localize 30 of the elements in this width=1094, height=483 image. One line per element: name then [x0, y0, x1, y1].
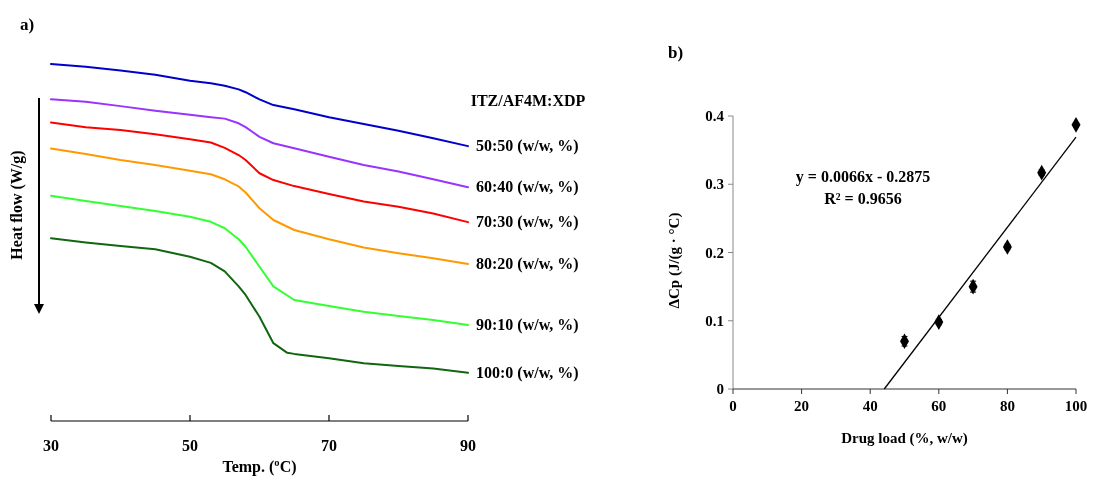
x-tick-label: 40 [862, 398, 878, 414]
x-tick-label: 80 [999, 398, 1015, 414]
x-tick-label: 70 [321, 437, 337, 454]
x-tick-label: 100 [1064, 398, 1088, 414]
series-label: 90:10 (w/w, %) [476, 315, 579, 334]
chart-title: a) [20, 15, 35, 34]
x-tick-label: 50 [182, 437, 198, 454]
x-tick-label: 0 [729, 398, 737, 414]
series-label: 70:30 (w/w, %) [476, 213, 579, 232]
y-tick-label: 0.1 [705, 312, 724, 329]
x-tick-label: 60 [931, 398, 947, 414]
legend-title: ITZ/AF4M:XDP [470, 92, 586, 109]
x-axis-title: Temp. (ºC) [222, 458, 297, 476]
x-axis-title: Drug load (%, w/w) [841, 430, 968, 447]
annotation: R² = 0.9656 [824, 190, 902, 207]
y-tick-label: 0.4 [705, 108, 725, 124]
x-tick-label: 20 [794, 398, 810, 414]
x-tick-label: 90 [460, 437, 476, 454]
y-axis-title: ΔCp (J/(g · °C) [666, 212, 683, 309]
y-tick-label: 0.2 [705, 244, 724, 261]
x-tick-label: 30 [43, 437, 59, 454]
series-label: 50:50 (w/w, %) [476, 137, 579, 156]
y-axis-title: Heat flow (W/g) [8, 150, 26, 260]
series-label: 60:40 (w/w, %) [476, 178, 579, 197]
chart-title: b) [668, 43, 684, 62]
series-label: 80:20 (w/w, %) [476, 254, 579, 273]
y-tick-label: 0.3 [705, 176, 724, 193]
y-tick-label: 0 [716, 381, 724, 397]
series-label: 100:0 (w/w, %) [476, 363, 579, 382]
annotation: y = 0.0066x - 0.2875 [795, 168, 931, 186]
